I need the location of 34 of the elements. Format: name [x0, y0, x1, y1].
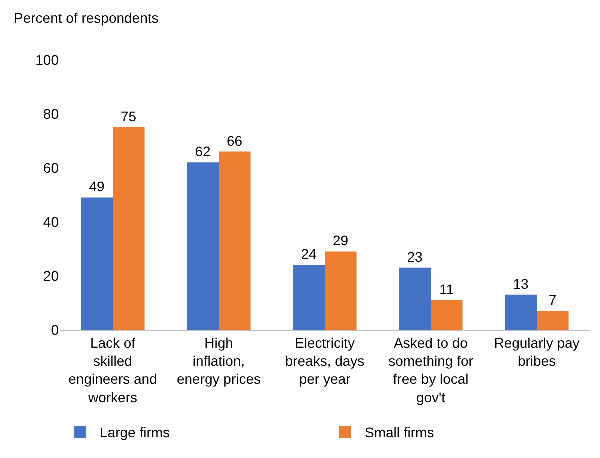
y-tick-label: 100 [36, 52, 60, 68]
y-tick-label: 60 [43, 160, 60, 176]
bar [81, 198, 113, 330]
data-label: 13 [513, 276, 529, 292]
x-tick-label: Lack of skilled engineers and workers [68, 334, 158, 406]
data-label: 75 [121, 108, 137, 124]
legend-label: Large firms [100, 424, 170, 440]
bar [537, 311, 569, 330]
bar [113, 128, 145, 330]
x-tick-label: Regularly pay bribes [494, 334, 580, 369]
y-tick-label: 0 [51, 322, 60, 338]
data-label: 24 [301, 246, 317, 262]
y-tick-label: 80 [43, 106, 60, 122]
bar [399, 268, 431, 330]
y-tick-label: 40 [43, 214, 60, 230]
bar [219, 152, 251, 330]
bar [505, 294, 537, 330]
x-tick-label: High inflation, energy prices [176, 334, 262, 388]
y-axis-title: Percent of respondents [14, 10, 159, 26]
y-tick-label: 20 [43, 268, 60, 284]
bar [431, 300, 463, 330]
data-label: 29 [333, 232, 349, 249]
bar [325, 252, 357, 330]
bar [187, 162, 219, 330]
bar [293, 265, 325, 330]
data-label: 7 [548, 292, 557, 308]
data-label: 49 [89, 178, 105, 195]
x-tick-label: Electricity breaks, days per year [285, 334, 365, 388]
data-label: 23 [407, 248, 423, 265]
data-label: 62 [195, 144, 211, 160]
data-label: 66 [227, 132, 243, 149]
x-tick-label: Asked to do something for free by local gov't [388, 334, 474, 406]
legend-label: Small firms [365, 424, 434, 440]
data-label: 11 [440, 281, 454, 298]
